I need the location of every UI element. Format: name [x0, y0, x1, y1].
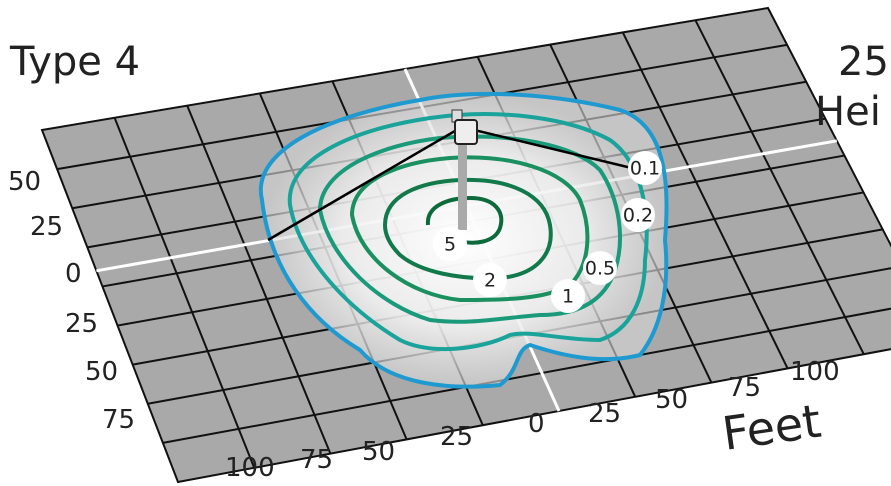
x-label: 0	[528, 409, 545, 439]
y-label: 25	[30, 212, 63, 242]
x-label: 100	[790, 357, 840, 387]
contour-2	[382, 177, 553, 281]
label-bubble	[583, 251, 617, 285]
label-bubble	[473, 263, 507, 297]
title: Type 4	[9, 39, 140, 85]
label-bubble	[621, 198, 655, 232]
fixture-head	[454, 119, 478, 145]
contour-label: 0.2	[623, 205, 653, 227]
y-label: 25	[65, 309, 98, 339]
x-label: 75	[300, 445, 333, 475]
grid-line	[186, 105, 332, 454]
beam-line	[465, 126, 641, 172]
label-bubble	[628, 151, 662, 185]
mounting-text: 25	[838, 39, 889, 85]
beam-line	[267, 126, 461, 242]
grid-line	[621, 31, 789, 369]
axis-label: Feet	[719, 394, 824, 461]
grid-line	[113, 117, 256, 469]
pole	[458, 135, 467, 230]
x-labels: 100 75 50 25 0 25 50 75 100	[225, 357, 840, 483]
x-label: 25	[588, 399, 621, 429]
x-label: 50	[655, 385, 688, 415]
contour-label: 0.5	[585, 258, 615, 280]
contour-5	[425, 195, 504, 245]
contour-label: 0.1	[630, 158, 660, 180]
x-label: 25	[440, 422, 473, 452]
contour-label: 2	[484, 270, 496, 292]
fixture	[451, 109, 478, 145]
y-label: 50	[85, 357, 118, 387]
grid-line	[694, 19, 865, 355]
x-label: 50	[362, 437, 395, 467]
x-label: 100	[225, 453, 275, 483]
label-bubble	[551, 279, 585, 313]
x-label: 75	[728, 373, 761, 403]
y-label: 50	[8, 167, 41, 197]
y-label: 0	[65, 259, 82, 289]
contour-labels: 0.1 0.2 0.5 1 2 5	[433, 151, 662, 313]
y-labels: 50 25 0 25 50 75	[8, 167, 135, 435]
mounting-text: Hei	[815, 89, 881, 135]
contour-1	[349, 155, 590, 303]
contour-0.2	[287, 112, 649, 351]
label-bubble	[433, 227, 467, 261]
contour-label: 1	[562, 286, 574, 308]
contour-label: 5	[444, 234, 456, 256]
y-label: 75	[102, 405, 135, 435]
